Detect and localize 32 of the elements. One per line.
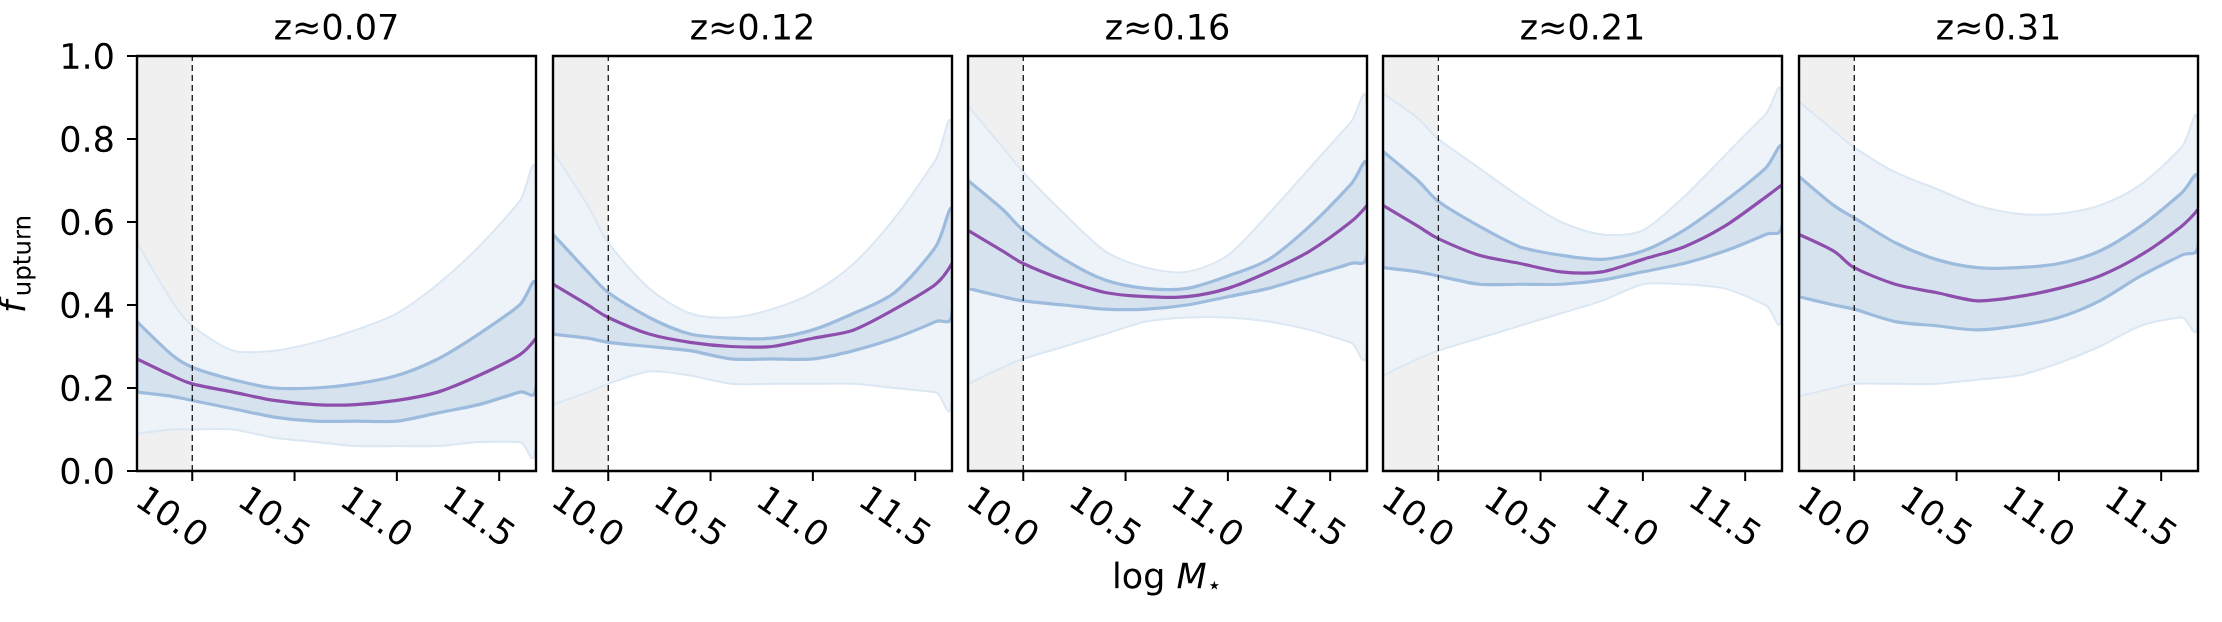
x-tick-label: 10.0 xyxy=(1382,486,1453,545)
x-tick-label: 10.5 xyxy=(239,486,311,545)
x-tick-label: 11.5 xyxy=(2105,486,2177,545)
y-tick-label: 0.4 xyxy=(61,291,113,319)
x-tick-label: 10.5 xyxy=(1901,486,1973,545)
x-tick-label: 11.0 xyxy=(1587,486,1658,545)
y-tick-label: 0.0 xyxy=(61,457,113,485)
x-axis-title: log M$_{⋆}$ xyxy=(1115,561,1220,596)
x-tick-label: 10.0 xyxy=(1798,486,1869,545)
x-tick-label: 11.0 xyxy=(1172,486,1243,545)
x-tick-label: 11.5 xyxy=(1274,486,1346,545)
y-tick-label: 0.8 xyxy=(61,125,113,153)
x-tick-label: 11.0 xyxy=(341,486,412,545)
x-tick-label: 10.5 xyxy=(1070,486,1142,545)
x-tick-label: 10.5 xyxy=(1485,486,1557,545)
y-tick-label: 0.6 xyxy=(61,208,113,236)
x-tick-label: 11.0 xyxy=(2003,486,2074,545)
x-tick-label: 11.0 xyxy=(757,486,828,545)
chart-title: z≈0.16 xyxy=(1106,13,1229,40)
chart-title: z≈0.31 xyxy=(1937,13,2059,40)
x-tick-label: 11.5 xyxy=(1689,486,1761,545)
x-tick-label: 10.0 xyxy=(967,486,1038,545)
x-tick-label: 10.0 xyxy=(136,486,207,545)
x-tick-label: 11.5 xyxy=(443,486,515,545)
chart-title: z≈0.07 xyxy=(275,13,397,40)
x-tick-label: 11.5 xyxy=(859,486,931,545)
x-tick-label: 10.5 xyxy=(655,486,727,545)
chart-title: z≈0.12 xyxy=(691,13,812,40)
y-tick-label: 1.0 xyxy=(63,42,113,70)
chart-title: z≈0.21 xyxy=(1521,13,1643,40)
x-tick-label: 10.0 xyxy=(552,486,623,545)
y-tick-label: 0.2 xyxy=(61,374,112,402)
